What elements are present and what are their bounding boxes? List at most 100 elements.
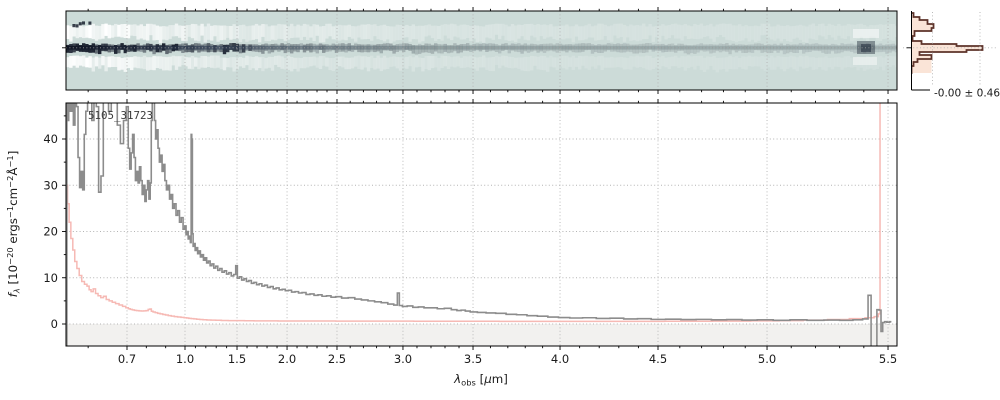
- negative-trace-band: [853, 57, 857, 67]
- negative-trace-band: [280, 56, 284, 69]
- negative-trace-band: [872, 56, 876, 71]
- x-tick-label: 3.5: [464, 352, 482, 366]
- x-tick-label: 2.0: [278, 352, 296, 366]
- negative-trace-band: [814, 58, 819, 70]
- negative-trace-band: [510, 57, 515, 69]
- x-tick-labels: 0.7 1.0 1.5 2.0 2.5 3.0 3.5 4.0 4.5 5.0 5.5: [118, 352, 897, 366]
- negative-trace-band: [194, 57, 198, 67]
- negative-trace-band: [434, 56, 438, 68]
- negative-trace-band: [347, 24, 351, 37]
- negative-trace-band: [738, 24, 742, 42]
- negative-trace-band: [219, 25, 223, 41]
- negative-trace-band: [875, 56, 879, 69]
- negative-trace-band: [709, 56, 713, 66]
- profile-histogram: [911, 12, 984, 74]
- negative-trace-band: [328, 23, 332, 37]
- negative-trace-band: [517, 57, 521, 69]
- flux-plot-gridlines: [66, 103, 897, 346]
- negative-trace-band: [453, 24, 457, 37]
- negative-trace-band: [155, 56, 159, 68]
- negative-trace-band: [792, 56, 796, 70]
- negative-trace-band: [408, 26, 412, 42]
- negative-trace-band: [747, 26, 751, 42]
- negative-trace-band: [379, 25, 383, 41]
- negative-trace-band: [174, 56, 179, 70]
- negative-trace-band: [706, 56, 710, 70]
- negative-trace-band: [197, 57, 201, 70]
- negative-trace-band: [126, 57, 131, 69]
- negative-trace-band: [779, 25, 783, 42]
- negative-trace-band: [245, 26, 249, 42]
- negative-trace-band: [107, 24, 111, 39]
- negative-trace-band: [754, 25, 758, 42]
- negative-trace-band: [443, 24, 447, 36]
- negative-trace-band: [264, 57, 268, 69]
- negative-trace-band: [811, 23, 815, 40]
- negative-trace-band: [850, 57, 854, 68]
- negative-trace-band: [760, 23, 764, 36]
- negative-trace-band: [568, 26, 572, 39]
- negative-trace-band: [738, 58, 742, 68]
- negative-trace-band: [667, 25, 671, 38]
- negative-trace-band: [226, 25, 230, 38]
- negative-trace-band: [216, 55, 220, 68]
- negative-trace-band: [744, 56, 748, 70]
- negative-trace-band: [507, 26, 511, 41]
- negative-trace-band: [181, 55, 185, 66]
- negative-trace-band: [504, 24, 508, 41]
- negative-trace-band: [709, 23, 713, 39]
- negative-trace-band: [808, 57, 812, 67]
- negative-trace-band: [261, 24, 265, 37]
- x-tick-label: 4.5: [649, 352, 667, 366]
- negative-trace-band: [158, 56, 163, 69]
- negative-trace-band: [757, 26, 761, 41]
- negative-trace-band: [216, 25, 220, 42]
- negative-trace-band: [386, 57, 390, 69]
- negative-trace-band: [770, 26, 774, 40]
- negative-trace-band: [558, 25, 563, 39]
- x-tick-label: 2.5: [328, 352, 346, 366]
- negative-trace-band: [94, 25, 99, 41]
- negative-trace-band: [101, 24, 105, 39]
- negative-trace-band: [584, 25, 588, 40]
- negative-trace-band: [414, 26, 419, 40]
- negative-trace-band: [510, 24, 515, 41]
- negative-trace-band: [555, 57, 559, 71]
- negative-trace-band: [597, 56, 601, 66]
- negative-trace-band: [789, 26, 793, 42]
- negative-trace-band: [398, 57, 403, 71]
- negative-trace-band: [459, 24, 463, 40]
- negative-trace-band: [315, 57, 319, 68]
- negative-trace-band: [363, 24, 367, 40]
- error-spectrum-line: [66, 103, 881, 323]
- negative-trace-band: [619, 57, 623, 68]
- negative-trace-band: [226, 58, 230, 68]
- negative-trace-band: [280, 24, 284, 39]
- negative-trace-band: [594, 25, 598, 41]
- negative-trace-band: [555, 26, 559, 41]
- negative-trace-band: [142, 26, 147, 40]
- negative-trace-band: [811, 57, 815, 70]
- negative-trace-band: [98, 25, 102, 40]
- negative-trace-band: [792, 26, 796, 39]
- negative-trace-band: [699, 23, 703, 39]
- negative-trace-band: [149, 57, 153, 70]
- negative-trace-band: [402, 57, 406, 68]
- negative-trace-band: [395, 56, 399, 69]
- negative-trace-band: [136, 25, 140, 40]
- negative-trace-band: [475, 25, 479, 43]
- negative-trace-band: [322, 26, 326, 43]
- negative-trace-band: [501, 23, 505, 36]
- flux-plot-frame: [65, 102, 898, 347]
- negative-trace-band: [325, 57, 329, 67]
- negative-trace-band: [837, 23, 841, 36]
- negative-trace-band: [178, 25, 182, 38]
- negative-trace-band: [626, 57, 630, 70]
- negative-trace-band: [456, 56, 460, 67]
- negative-trace-band: [184, 25, 188, 42]
- negative-trace-band: [306, 24, 310, 40]
- negative-trace-band: [264, 24, 268, 42]
- negative-trace-band: [776, 24, 780, 39]
- negative-trace-band: [453, 56, 457, 68]
- negative-trace-band: [520, 25, 524, 37]
